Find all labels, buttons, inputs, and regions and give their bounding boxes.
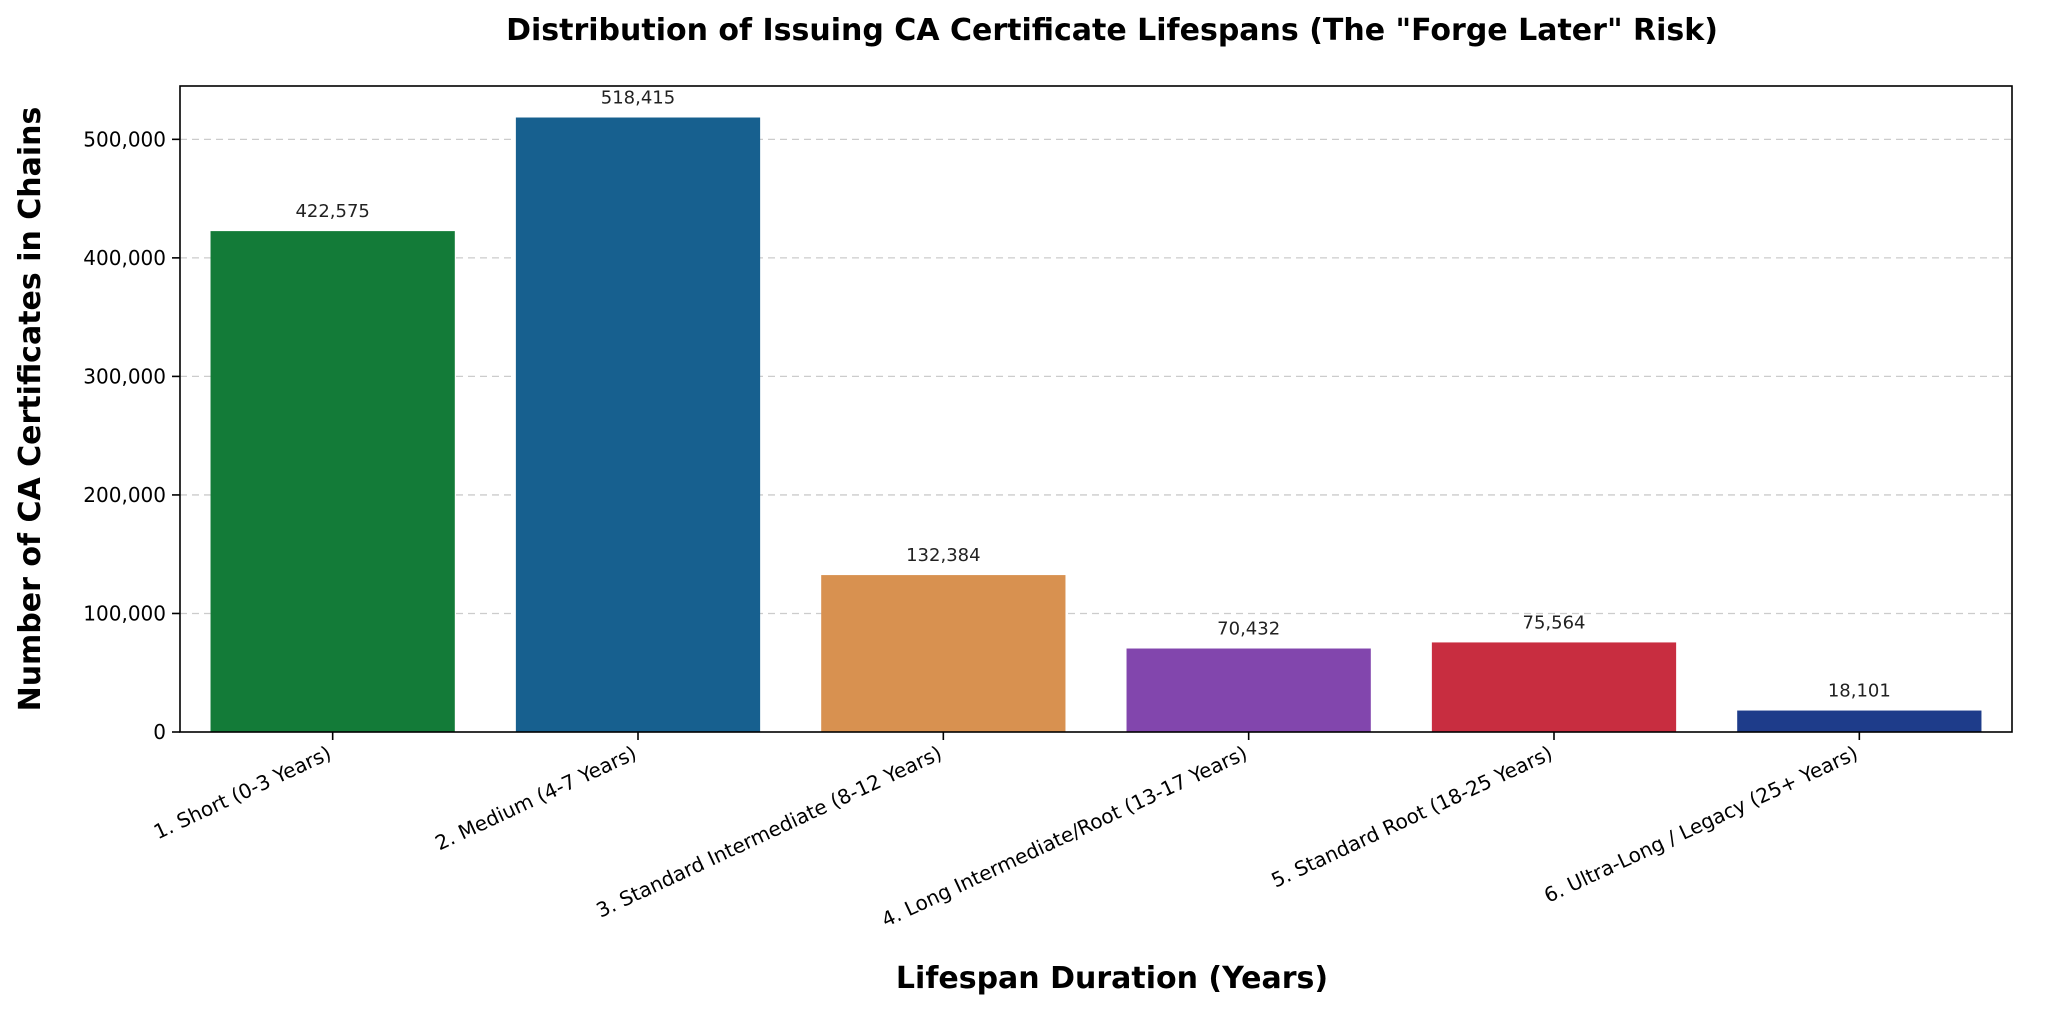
y-tick-label: 300,000 [83, 364, 166, 388]
data-labels: 422,575 518,415 132,384 70,432 75,564 18,101 [295, 88, 1890, 702]
bar [515, 117, 761, 732]
plot-frame [179, 85, 2013, 733]
bars [210, 117, 1982, 733]
x-axis: 1. Short (0-3 Years) 2. Medium (4-7 Years… [150, 732, 1861, 932]
y-tick-label: 0 [153, 720, 166, 744]
bar-value-label: 422,575 [295, 201, 369, 222]
bar [210, 231, 455, 733]
chart-title: Distribution of Issuing CA Certificate L… [506, 13, 1718, 48]
bar-value-label: 132,384 [906, 545, 980, 566]
x-tick-label: 3. Standard Intermediate (8-12 Years) [592, 741, 945, 923]
y-tick-label: 400,000 [83, 246, 166, 270]
y-axis: 0 100,000 200,000 300,000 400,000 500,000 [83, 127, 180, 744]
bar-value-label: 518,415 [601, 88, 675, 109]
bar-value-label: 18,101 [1828, 681, 1891, 702]
x-tick-label: 5. Standard Root (18-25 Years) [1267, 741, 1556, 893]
x-tick-label: 1. Short (0-3 Years) [150, 741, 335, 844]
bar [821, 575, 1066, 732]
x-tick-label: 2. Medium (4-7 Years) [431, 741, 640, 855]
x-tick-label: 6. Ultra-Long / Legacy (25+ Years) [1540, 741, 1861, 908]
y-axis-label: Number of CA Certificates in Chains [13, 107, 48, 712]
bar [1431, 642, 1677, 732]
bar-value-label: 70,432 [1217, 619, 1280, 640]
y-tick-label: 500,000 [83, 127, 166, 151]
grid-lines [180, 138, 2012, 615]
x-tick-label: 4. Long Intermediate/Root (13-17 Years) [878, 741, 1251, 932]
x-axis-label: Lifespan Duration (Years) [896, 961, 1328, 996]
y-tick-label: 100,000 [83, 601, 166, 625]
bar [1737, 710, 1982, 732]
bar [1126, 648, 1371, 732]
y-tick-label: 200,000 [83, 483, 166, 507]
bar-value-label: 75,564 [1523, 612, 1586, 633]
